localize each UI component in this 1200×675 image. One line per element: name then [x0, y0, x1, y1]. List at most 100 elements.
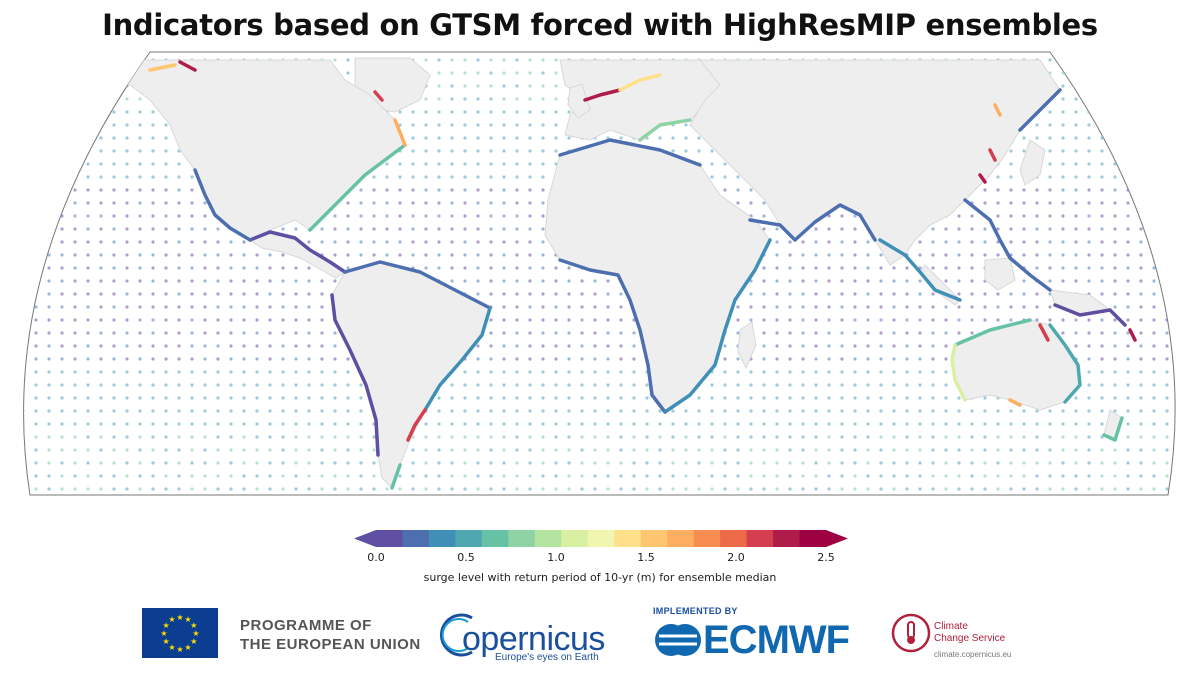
- ocean-grid-point: [1022, 188, 1026, 192]
- ocean-grid-point: [502, 58, 506, 62]
- ocean-grid-point: [34, 162, 38, 166]
- ocean-grid-point: [645, 422, 649, 426]
- ocean-grid-point: [762, 448, 766, 452]
- ocean-grid-point: [1100, 396, 1104, 400]
- ocean-grid-point: [99, 175, 103, 179]
- ocean-grid-point: [450, 240, 454, 244]
- ocean-grid-point: [268, 305, 272, 309]
- ocean-grid-point: [450, 409, 454, 413]
- ocean-grid-point: [8, 123, 11, 126]
- ocean-grid-point: [775, 357, 779, 361]
- ocean-grid-point: [1139, 253, 1143, 257]
- ocean-grid-point: [1048, 240, 1052, 244]
- ocean-grid-point: [1100, 370, 1104, 374]
- ocean-grid-point: [827, 344, 831, 348]
- ocean-grid-point: [541, 331, 545, 335]
- ocean-grid-point: [73, 58, 77, 62]
- ocean-grid-point: [554, 292, 558, 296]
- ocean-grid-point: [905, 409, 909, 413]
- ocean-grid-point: [528, 409, 532, 413]
- ocean-grid-point: [1100, 422, 1104, 426]
- ocean-grid-point: [450, 461, 454, 465]
- ocean-grid-point: [86, 448, 90, 452]
- ocean-grid-point: [996, 253, 1000, 257]
- ocean-grid-point: [1074, 266, 1078, 270]
- ocean-grid-point: [528, 175, 532, 179]
- ocean-grid-point: [944, 305, 948, 309]
- ocean-grid-point: [34, 279, 38, 283]
- ocean-grid-point: [892, 409, 896, 413]
- ocean-grid-point: [190, 292, 194, 296]
- ocean-grid-point: [450, 162, 454, 166]
- ocean-grid-point: [125, 201, 129, 205]
- ocean-grid-point: [242, 461, 246, 465]
- ocean-grid-point: [320, 279, 324, 283]
- ocean-grid-point: [294, 448, 298, 452]
- ocean-grid-point: [1061, 422, 1065, 426]
- ocean-grid-point: [567, 396, 571, 400]
- ocean-grid-point: [138, 188, 142, 192]
- ocean-grid-point: [177, 175, 181, 179]
- ocean-grid-point: [788, 240, 792, 244]
- ocean-grid-point: [1074, 240, 1078, 244]
- ocean-grid-point: [34, 409, 38, 413]
- ocean-grid-point: [931, 474, 935, 478]
- ocean-grid-point: [138, 318, 142, 322]
- ocean-grid-point: [931, 383, 935, 387]
- ocean-grid-point: [580, 422, 584, 426]
- ocean-grid-point: [73, 149, 77, 153]
- ocean-grid-point: [515, 123, 519, 127]
- ocean-grid-point: [333, 253, 337, 257]
- ocean-grid-point: [671, 435, 675, 439]
- ocean-grid-point: [229, 383, 233, 387]
- ocean-grid-point: [593, 383, 597, 387]
- ocean-grid-point: [164, 305, 168, 309]
- ocean-grid-point: [1165, 370, 1169, 374]
- ocean-grid-point: [320, 422, 324, 426]
- ocean-grid-point: [190, 409, 194, 413]
- ocean-grid-point: [268, 448, 272, 452]
- ocean-grid-point: [853, 266, 857, 270]
- ocean-grid-point: [437, 461, 441, 465]
- ocean-grid-point: [1178, 97, 1181, 100]
- ocean-grid-point: [1100, 149, 1104, 153]
- ocean-grid-point: [437, 227, 441, 231]
- ocean-grid-point: [489, 253, 493, 257]
- ocean-grid-point: [931, 266, 935, 270]
- ocean-grid-point: [268, 266, 272, 270]
- ocean-grid-point: [1165, 331, 1169, 335]
- ocean-grid-point: [8, 214, 11, 217]
- ocean-grid-point: [203, 357, 207, 361]
- ocean-grid-point: [1165, 448, 1169, 452]
- ocean-grid-point: [619, 383, 623, 387]
- ocean-grid-point: [346, 201, 350, 205]
- ocean-grid-point: [853, 318, 857, 322]
- ocean-grid-point: [697, 396, 701, 400]
- ocean-grid-point: [723, 396, 727, 400]
- ocean-grid-point: [1113, 396, 1117, 400]
- ocean-grid-point: [190, 201, 194, 205]
- ocean-grid-point: [216, 409, 220, 413]
- ocean-grid-point: [1074, 97, 1078, 101]
- ocean-grid-point: [944, 461, 948, 465]
- ocean-grid-point: [99, 370, 103, 374]
- ocean-grid-point: [866, 344, 870, 348]
- ocean-grid-point: [970, 448, 974, 452]
- ocean-grid-point: [229, 331, 233, 335]
- ocean-grid-point: [853, 279, 857, 283]
- ocean-grid-point: [450, 123, 454, 127]
- ocean-grid-point: [801, 253, 805, 257]
- ocean-grid-point: [749, 318, 753, 322]
- ocean-grid-point: [697, 487, 701, 491]
- ocean-grid-point: [1074, 279, 1078, 283]
- ocean-grid-point: [801, 461, 805, 465]
- ocean-grid-point: [164, 266, 168, 270]
- ocean-grid-point: [983, 240, 987, 244]
- ocean-grid-point: [112, 214, 116, 218]
- ocean-grid-point: [645, 487, 649, 491]
- ocean-grid-point: [853, 253, 857, 257]
- ocean-grid-point: [450, 448, 454, 452]
- ocean-grid-point: [476, 175, 480, 179]
- ocean-grid-point: [515, 357, 519, 361]
- ocean-grid-point: [23, 370, 25, 374]
